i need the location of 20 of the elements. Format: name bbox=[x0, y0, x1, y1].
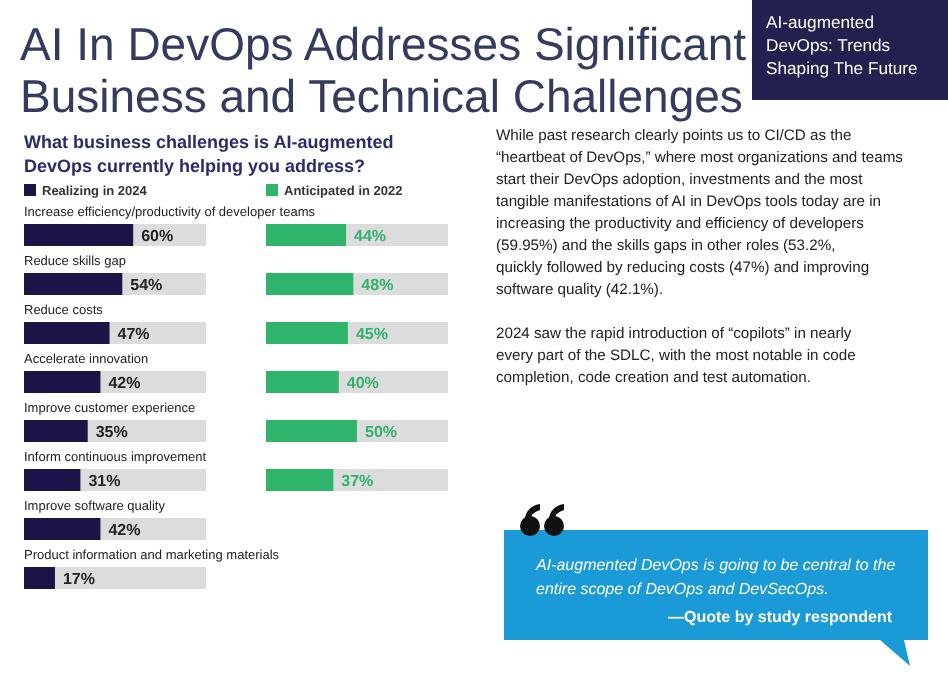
chart-subtitle: What business challenges is AI-augmented DevOps currently helping you address? bbox=[24, 132, 394, 176]
data-label: 45% bbox=[355, 325, 388, 343]
data-label: 54% bbox=[130, 276, 163, 294]
text: AI In DevOps Addresses Significant Business and Technical Challenges bbox=[20, 18, 748, 122]
text: —Quote by study respondent bbox=[667, 608, 893, 626]
data-label: 50% bbox=[365, 423, 398, 441]
data-label: 37% bbox=[341, 472, 374, 490]
text: AI-augmented DevOps is going to be central to the entire scope of DevOps and DevSecOps. bbox=[534, 556, 897, 598]
data-label: 40% bbox=[346, 374, 379, 392]
data-label: 48% bbox=[361, 276, 394, 294]
data-label: 47% bbox=[117, 325, 150, 343]
bar bbox=[24, 567, 55, 589]
data-label: 35% bbox=[95, 423, 128, 441]
data-label: 42% bbox=[108, 521, 141, 539]
data-label: 17% bbox=[62, 570, 95, 588]
data-label: 44% bbox=[354, 227, 387, 245]
data-label: 31% bbox=[88, 472, 121, 490]
data-label: 42% bbox=[108, 374, 141, 392]
text: AI-augmented DevOps: Trends Shaping The Future bbox=[766, 12, 919, 78]
data-label: 60% bbox=[141, 227, 174, 245]
